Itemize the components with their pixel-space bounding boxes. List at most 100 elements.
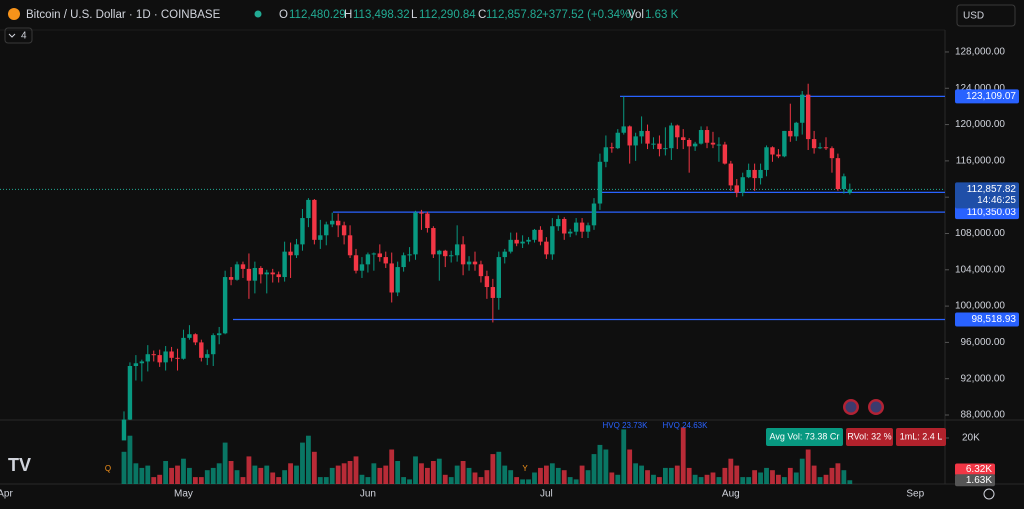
volume-bar xyxy=(740,477,746,484)
volume-bar xyxy=(466,467,472,484)
candle-body xyxy=(639,130,644,137)
candle-body xyxy=(567,231,573,234)
volume-bar xyxy=(288,463,293,484)
level-label-box xyxy=(955,205,1019,220)
candle-body xyxy=(550,226,555,255)
volume-bar xyxy=(294,465,299,484)
volume-bar xyxy=(478,477,484,484)
volume-bar xyxy=(710,472,716,484)
y-tick-label: 92,000.00 xyxy=(961,373,1006,384)
volume-bar xyxy=(668,467,674,484)
volume-bar xyxy=(609,472,615,484)
candle-body xyxy=(847,189,853,193)
candle-body xyxy=(466,261,472,265)
candle-body xyxy=(228,277,234,280)
volume-bar xyxy=(311,451,317,484)
candle-body xyxy=(365,254,371,265)
candle-body xyxy=(544,241,549,255)
volume-bar xyxy=(657,477,662,484)
volume-bar xyxy=(341,463,347,484)
candle-body xyxy=(460,244,466,265)
candle-body xyxy=(740,177,745,193)
vol-badge: 6.32K xyxy=(966,464,992,475)
stat-badge-label: 1mL: 2.4 L xyxy=(900,431,943,441)
volume-bar xyxy=(520,479,525,484)
volume-bar xyxy=(198,477,204,484)
volume-bar xyxy=(692,474,698,484)
symbol-title[interactable]: Bitcoin / U.S. Dollar · 1D · COINBASE xyxy=(26,9,221,21)
volume-bar xyxy=(204,470,210,484)
candle-body xyxy=(538,229,543,242)
candle-body xyxy=(556,218,561,227)
volume-bar xyxy=(276,477,282,484)
currency[interactable]: USD xyxy=(963,11,984,22)
candle-body xyxy=(216,333,222,336)
candle-body xyxy=(484,276,490,288)
volume-bar xyxy=(543,465,549,484)
candle-body xyxy=(335,220,341,226)
candle-body xyxy=(692,143,698,147)
candle-body xyxy=(823,147,829,149)
candle-body xyxy=(252,267,258,281)
indicator-count[interactable]: 4 xyxy=(21,31,27,42)
volume-bar xyxy=(597,444,603,484)
volume-bar xyxy=(532,472,537,484)
candle-body xyxy=(835,158,841,190)
candle-body xyxy=(383,257,388,264)
countdown: 14:46:25 xyxy=(977,195,1016,206)
candle-body xyxy=(181,337,186,359)
volume-bar xyxy=(133,463,139,484)
indicators-toggle[interactable] xyxy=(4,27,33,44)
currency-button[interactable] xyxy=(956,4,1016,27)
candle-body xyxy=(389,263,394,293)
volume-bar xyxy=(781,477,787,484)
volume-bar xyxy=(335,465,341,484)
volume-bar xyxy=(169,467,174,484)
volume-bar xyxy=(805,449,811,484)
x-tick-label: Apr xyxy=(0,489,13,500)
volume-bar xyxy=(145,465,151,484)
candle-body xyxy=(710,142,716,145)
candle-body xyxy=(145,354,150,362)
volume-bar xyxy=(472,472,478,484)
volume-bar xyxy=(127,435,133,484)
volume-bar xyxy=(234,470,240,484)
volume-bar xyxy=(442,474,448,484)
candle-body xyxy=(681,137,686,141)
volume-bar xyxy=(811,465,817,484)
event-flag-inner xyxy=(870,401,882,413)
volume-bar xyxy=(448,477,454,484)
y-tick-label: 100,000.00 xyxy=(955,301,1005,312)
volume-bar xyxy=(835,463,841,484)
candle-body xyxy=(419,212,424,214)
candle-body xyxy=(829,148,835,159)
annotation: HVQ 24.63K xyxy=(663,421,709,430)
volume-bar xyxy=(270,472,276,484)
volume-bar xyxy=(413,456,418,484)
settings-icon[interactable] xyxy=(983,488,995,500)
ohlc-key: L xyxy=(411,9,418,21)
candle-body xyxy=(562,218,567,234)
x-tick-label: Aug xyxy=(722,489,740,500)
volume-bar xyxy=(698,477,704,484)
candle-body xyxy=(371,253,377,255)
y-tick-label: 108,000.00 xyxy=(955,228,1005,239)
candle-body xyxy=(805,94,811,140)
volume-bar xyxy=(674,465,680,484)
volume-bar xyxy=(389,449,395,484)
candle-body xyxy=(752,169,757,179)
candle-body xyxy=(187,334,192,338)
candle-body xyxy=(347,235,353,256)
candle-body xyxy=(758,169,763,179)
candle-body xyxy=(728,163,734,186)
candle-body xyxy=(139,361,145,364)
btc-icon xyxy=(8,8,20,20)
volume-bar xyxy=(323,477,329,484)
volume-bar xyxy=(490,454,496,484)
candle-body xyxy=(121,419,127,441)
volume-bar xyxy=(734,465,740,484)
event-flag-inner xyxy=(845,401,857,413)
candle-body xyxy=(591,203,597,226)
candle-body xyxy=(222,277,228,334)
volume-bar xyxy=(758,472,763,484)
